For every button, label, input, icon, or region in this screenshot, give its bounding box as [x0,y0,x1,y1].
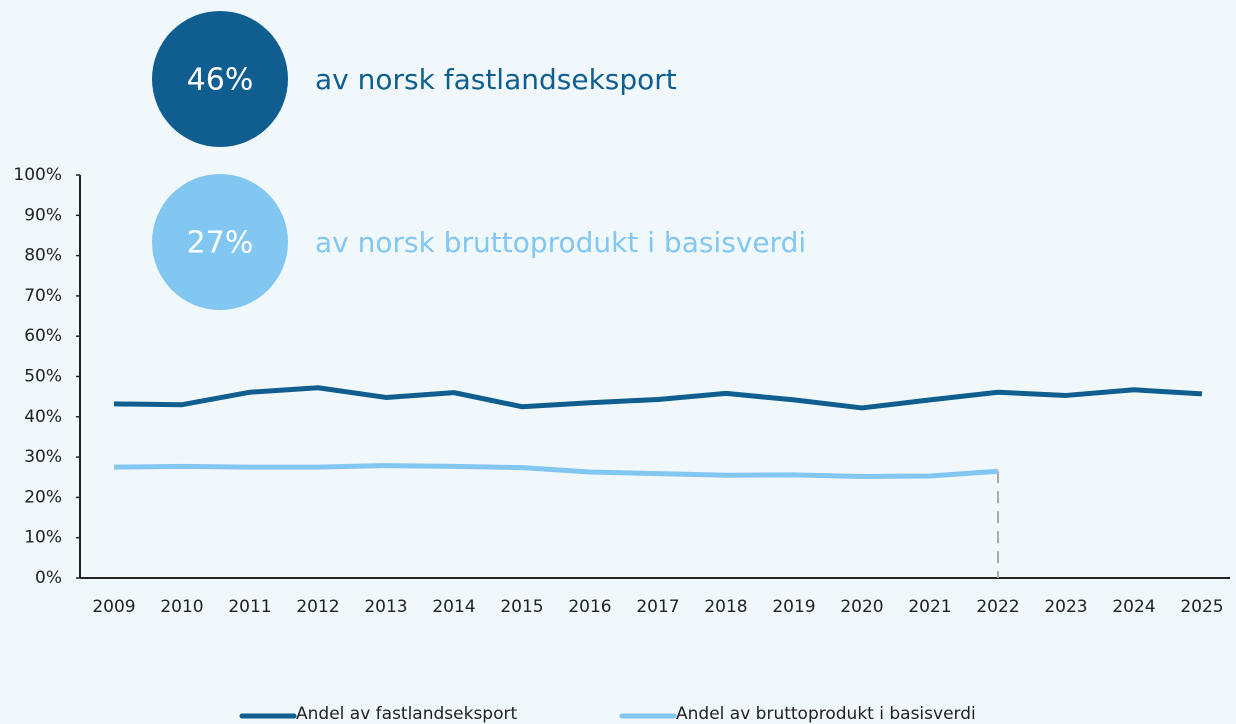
x-tick-label: 2015 [500,597,543,617]
x-tick-label: 2022 [976,597,1019,617]
y-tick-label: 30% [24,447,62,467]
annotation-text: av norsk bruttoprodukt i basisverdi [315,226,806,259]
y-tick-label: 0% [35,568,62,588]
annotation-circle [152,174,288,310]
x-tick-label: 2012 [296,597,339,617]
x-tick-label: 2014 [432,597,475,617]
series-line [113,463,999,479]
x-tick-label: 2017 [636,597,679,617]
legend-label: Andel av fastlandseksport [296,704,517,724]
x-tick-label: 2016 [568,597,611,617]
y-tick-label: 100% [13,165,62,185]
y-tick-label: 80% [24,246,62,266]
annotation-value: 46% [187,63,254,98]
y-tick-label: 20% [24,487,62,507]
y-tick-label: 10% [24,528,62,548]
x-tick-label: 2018 [704,597,747,617]
annotation-value: 27% [187,226,254,261]
x-tick-label: 2025 [1180,597,1223,617]
annotation-text: av norsk fastlandseksport [315,63,677,96]
x-tick-label: 2020 [840,597,883,617]
x-tick-label: 2011 [228,597,271,617]
y-tick-label: 50% [24,367,62,387]
series-line [113,385,1203,411]
y-tick-label: 90% [24,205,62,225]
y-tick-label: 70% [24,286,62,306]
x-tick-label: 2021 [908,597,951,617]
x-tick-label: 2019 [772,597,815,617]
x-tick-label: 2013 [364,597,407,617]
y-tick-label: 40% [24,407,62,427]
x-tick-label: 2023 [1044,597,1087,617]
x-tick-label: 2024 [1112,597,1155,617]
x-tick-label: 2009 [92,597,135,617]
x-tick-label: 2010 [160,597,203,617]
y-tick-label: 60% [24,326,62,346]
legend-label: Andel av bruttoprodukt i basisverdi [676,704,976,724]
annotation-circle [152,11,288,147]
